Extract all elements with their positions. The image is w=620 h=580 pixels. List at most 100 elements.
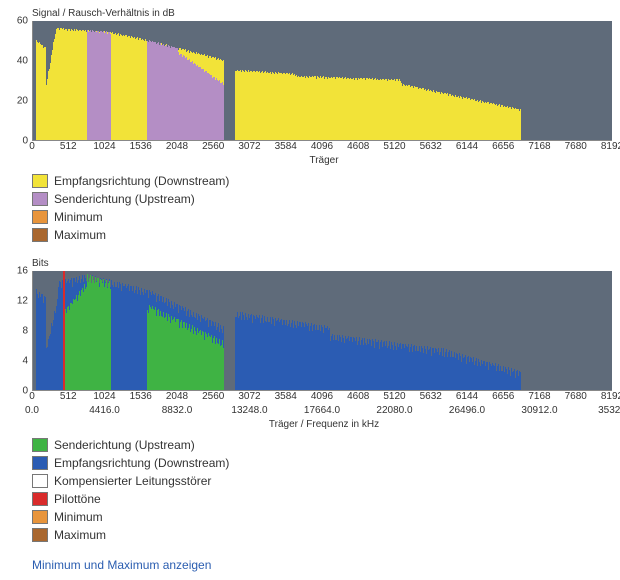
x-tick-freq: 0.0	[25, 405, 39, 416]
chart2-x-axis-bottom: 0.04416.08832.013248.017664.022080.02649…	[32, 405, 612, 419]
x-tick-freq: 35328	[598, 405, 620, 416]
legend-swatch	[32, 192, 48, 206]
x-tick-freq: 8832.0	[162, 405, 193, 416]
x-tick-freq: 26496.0	[449, 405, 485, 416]
x-tick: 1536	[130, 391, 152, 402]
legend-label: Kompensierter Leitungsstörer	[54, 474, 211, 488]
chart1-legend: Empfangsrichtung (Downstream) Senderichtu…	[32, 172, 616, 244]
x-tick: 0	[29, 141, 35, 152]
chart1-y-axis: 0204060	[4, 21, 30, 141]
x-tick: 2048	[166, 391, 188, 402]
legend-label: Senderichtung (Upstream)	[54, 192, 195, 206]
chart1-x-label: Träger	[32, 155, 616, 166]
x-tick-freq: 30912.0	[521, 405, 557, 416]
y-tick: 4	[22, 356, 28, 367]
legend-swatch	[32, 528, 48, 542]
legend-item: Minimum	[32, 208, 616, 226]
y-tick: 60	[17, 16, 28, 27]
x-tick: 5632	[420, 391, 442, 402]
legend-label: Empfangsrichtung (Downstream)	[54, 456, 229, 470]
legend-label: Empfangsrichtung (Downstream)	[54, 174, 229, 188]
legend-item: Minimum	[32, 508, 616, 526]
x-tick: 4096	[311, 141, 333, 152]
y-tick: 40	[17, 56, 28, 67]
x-tick: 6144	[456, 391, 478, 402]
chart2: 0481216 05121024153620482560307235844096…	[4, 271, 616, 430]
x-tick-freq: 22080.0	[376, 405, 412, 416]
legend-label: Maximum	[54, 228, 106, 242]
legend-label: Maximum	[54, 528, 106, 542]
legend-item: Maximum	[32, 526, 616, 544]
chart1: 0204060 0 512 1024 1536 2048 2560 3072 3584 4096…	[4, 21, 616, 166]
legend-swatch	[32, 174, 48, 188]
x-tick: 8192	[601, 141, 620, 152]
legend-item: Kompensierter Leitungsstörer	[32, 472, 616, 490]
x-tick: 1536	[130, 141, 152, 152]
chart2-plot-area	[32, 271, 612, 391]
x-tick: 4608	[347, 141, 369, 152]
chart1-plot-area	[32, 21, 612, 141]
legend-label: Minimum	[54, 510, 103, 524]
x-tick: 2560	[202, 391, 224, 402]
x-tick: 0	[29, 391, 35, 402]
x-tick: 4608	[347, 391, 369, 402]
legend-item: Empfangsrichtung (Downstream)	[32, 172, 616, 190]
x-tick: 1024	[93, 141, 115, 152]
legend-item: Empfangsrichtung (Downstream)	[32, 454, 616, 472]
legend-swatch	[32, 474, 48, 488]
x-tick: 6656	[492, 391, 514, 402]
y-tick: 12	[17, 296, 28, 307]
pilot-tone	[63, 271, 65, 390]
x-tick: 8192	[601, 391, 620, 402]
legend-item: Senderichtung (Upstream)	[32, 190, 616, 208]
x-tick: 3072	[238, 141, 260, 152]
y-tick: 8	[22, 326, 28, 337]
legend-swatch	[32, 228, 48, 242]
y-tick: 16	[17, 266, 28, 277]
chart2-y-axis: 0481216	[4, 271, 30, 391]
x-tick: 6656	[492, 141, 514, 152]
x-tick-freq: 17664.0	[304, 405, 340, 416]
chart2-bars	[33, 271, 612, 390]
y-tick: 0	[22, 386, 28, 397]
x-tick: 5120	[383, 391, 405, 402]
x-tick: 7680	[565, 141, 587, 152]
x-tick: 7168	[528, 141, 550, 152]
legend-item: Pilottöne	[32, 490, 616, 508]
x-tick: 2560	[202, 141, 224, 152]
x-tick: 6144	[456, 141, 478, 152]
bar	[110, 289, 111, 390]
legend-label: Minimum	[54, 210, 103, 224]
x-tick-freq: 13248.0	[231, 405, 267, 416]
x-tick: 3072	[238, 391, 260, 402]
legend-swatch	[32, 510, 48, 524]
x-tick-freq: 4416.0	[89, 405, 120, 416]
chart2-legend: Senderichtung (Upstream) Empfangsrichtung…	[32, 436, 616, 544]
y-tick: 0	[22, 136, 28, 147]
x-tick: 1024	[93, 391, 115, 402]
x-tick: 512	[60, 391, 77, 402]
x-tick: 3584	[275, 391, 297, 402]
legend-item: Maximum	[32, 226, 616, 244]
chart1-x-axis: 0512102415362048256030723584409646085120…	[32, 141, 612, 155]
bar	[520, 109, 521, 140]
x-tick: 7680	[565, 391, 587, 402]
legend-label: Senderichtung (Upstream)	[54, 438, 195, 452]
bar	[110, 34, 111, 140]
x-tick: 4096	[311, 391, 333, 402]
x-tick: 2048	[166, 141, 188, 152]
show-minmax-link[interactable]: Minimum und Maximum anzeigen	[32, 558, 616, 572]
chart2-x-axis-top: 0 512 1024 1536 2048 2560 3072 3584 4096 4608 5120…	[32, 391, 612, 405]
chart2-title: Bits	[4, 258, 616, 269]
bar	[223, 86, 224, 140]
x-tick: 7168	[528, 391, 550, 402]
bar	[223, 349, 224, 390]
x-tick: 3584	[275, 141, 297, 152]
legend-swatch	[32, 456, 48, 470]
legend-swatch	[32, 438, 48, 452]
bar	[520, 377, 521, 390]
x-tick: 512	[60, 141, 77, 152]
legend-swatch	[32, 492, 48, 506]
legend-swatch	[32, 210, 48, 224]
chart1-title: Signal / Rausch-Verhältnis in dB	[4, 8, 616, 19]
